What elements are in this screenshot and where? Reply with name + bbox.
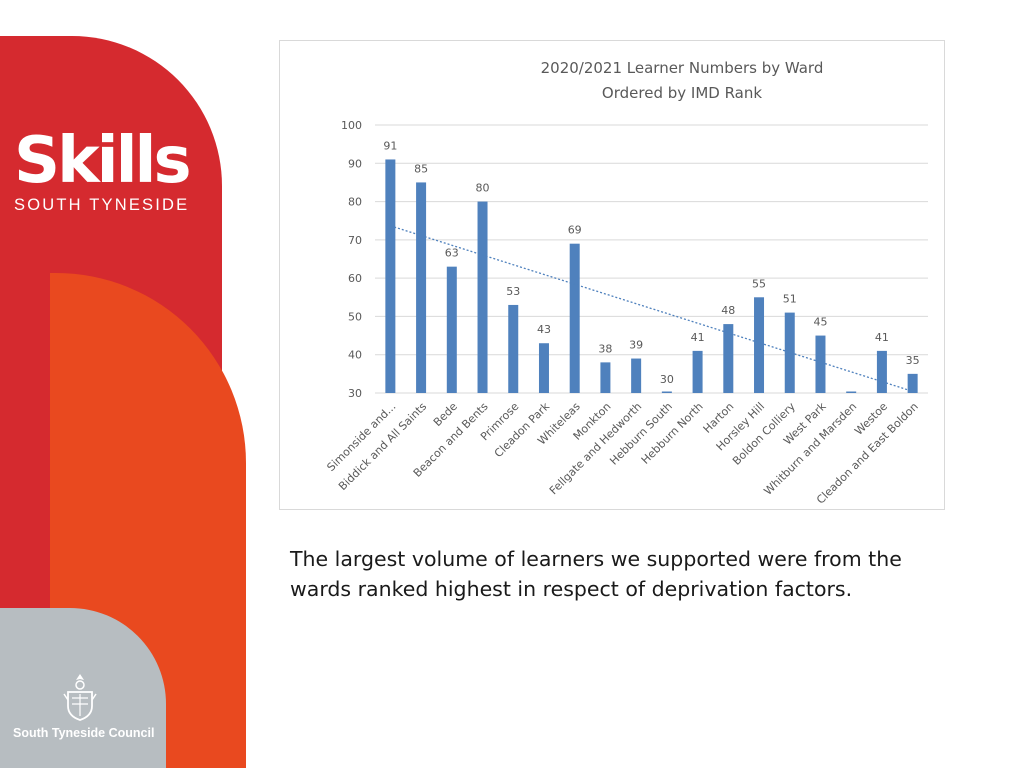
bar [815,335,826,393]
bar [569,243,580,393]
skills-logo: Skills SOUTH TYNESIDE [14,128,204,215]
bar [692,350,703,393]
bar [508,304,519,393]
data-label: 69 [568,224,582,237]
chart-frame: 2020/2021 Learner Numbers by Ward Ordere… [279,40,945,510]
data-label: 85 [414,162,428,175]
y-tick-label: 100 [341,119,362,132]
data-label: 51 [783,293,797,306]
data-label: 45 [813,316,827,329]
council-crest-icon [63,674,97,721]
data-label: 48 [721,304,735,317]
bar [723,324,734,393]
trendline [390,225,913,392]
bar [416,182,427,393]
data-label: 55 [752,277,766,290]
bar [446,266,457,393]
y-tick-label: 70 [348,234,362,247]
bar [784,312,795,393]
data-label: 38 [598,342,612,355]
y-tick-label: 90 [348,157,362,170]
council-name: South Tyneside Council [13,726,155,740]
bar [538,343,549,393]
data-label: 30 [660,373,674,386]
bar [754,297,765,393]
data-label: 41 [875,331,889,344]
bar [385,159,396,393]
logo-word: Skills [14,124,192,198]
data-label: 35 [906,354,920,367]
data-label: 43 [537,323,551,336]
y-tick-label: 30 [348,387,362,400]
chart-subtitle: Ordered by IMD Rank [601,84,763,102]
bar [846,391,857,393]
y-tick-label: 60 [348,272,362,285]
data-label: 91 [383,139,397,152]
bar [876,350,887,393]
caption-text: The largest volume of learners we suppor… [290,547,902,601]
bar [631,358,642,393]
chart-title: 2020/2021 Learner Numbers by Ward [540,59,824,77]
bar [600,362,611,393]
bar [661,391,672,393]
bar [477,201,488,393]
data-label: 53 [506,285,520,298]
y-tick-label: 40 [348,349,362,362]
data-label: 39 [629,339,643,352]
data-label: 80 [476,182,490,195]
bar [907,373,918,393]
data-label: 63 [445,247,459,260]
data-label: 41 [691,331,705,344]
logo-subtitle: SOUTH TYNESIDE [14,196,190,214]
y-tick-label: 50 [348,310,362,323]
y-tick-label: 80 [348,196,362,209]
